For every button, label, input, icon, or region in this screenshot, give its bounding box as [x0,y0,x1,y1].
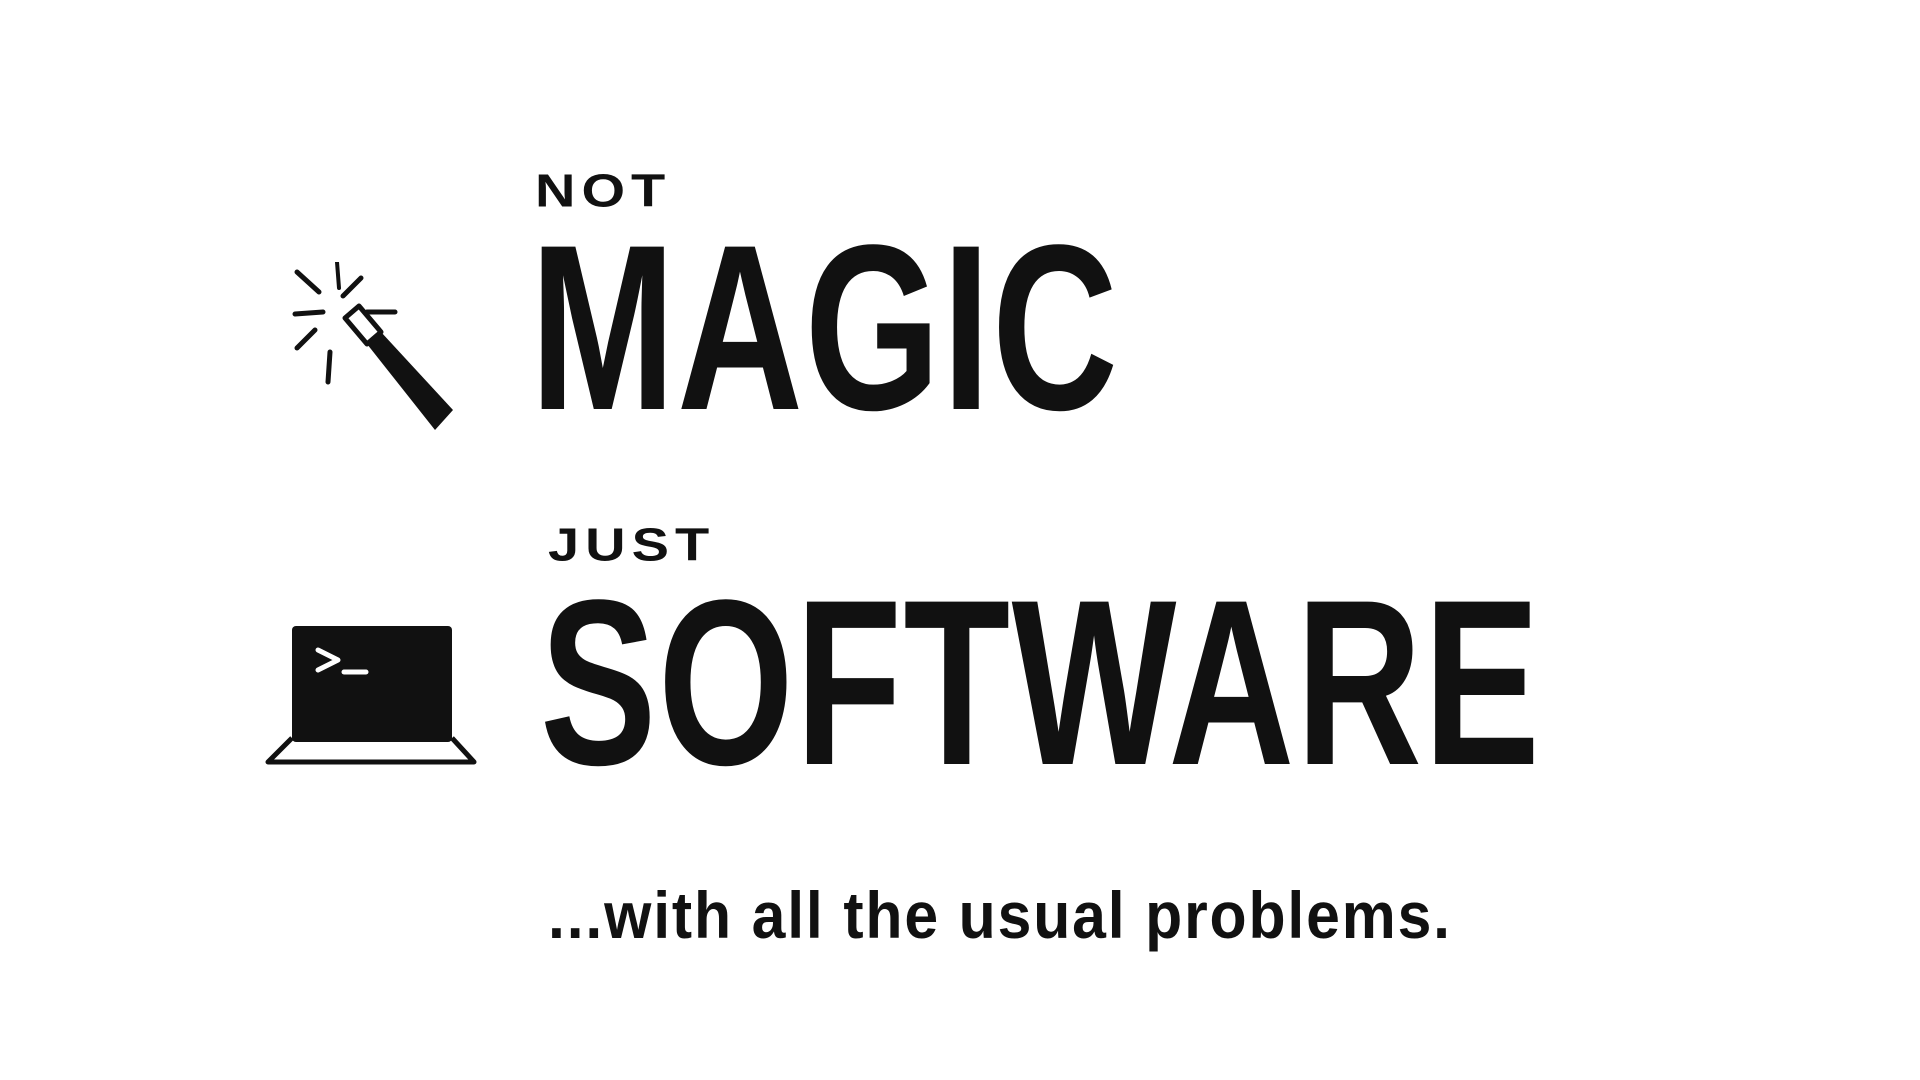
software-heading: SOFTWARE [540,551,1542,815]
magic-heading: MAGIC [530,196,1120,460]
just-label: JUST [548,518,716,571]
terminal-laptop-icon [265,626,477,765]
magic-wand-icon [292,262,453,430]
not-label: NOT [535,164,672,217]
tagline: ...with all the usual problems. [548,878,1452,952]
